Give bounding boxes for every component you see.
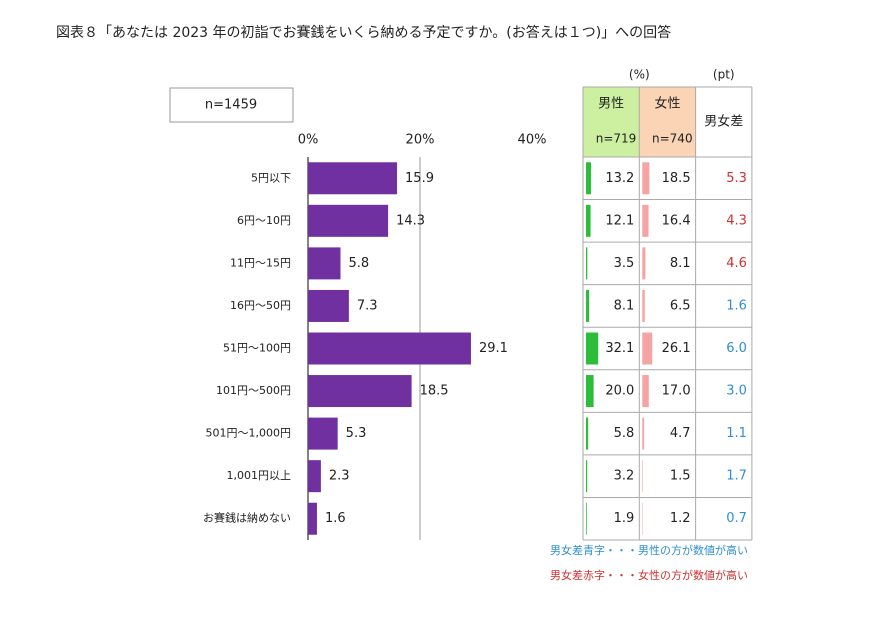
- mini-bar: [642, 418, 644, 450]
- bar: [308, 333, 471, 365]
- column-n: n=719: [596, 132, 637, 146]
- cell-value: 3.2: [614, 469, 635, 484]
- mini-bar: [586, 375, 594, 407]
- category-label: 101円～500円: [216, 384, 291, 397]
- cell-value: 1.5: [670, 469, 691, 484]
- value-label: 29.1: [479, 341, 508, 356]
- cell-value: 13.2: [605, 171, 634, 186]
- note: 男女差青字・・・男性の方が数値が高い: [550, 543, 748, 557]
- mini-bar: [586, 333, 598, 365]
- diff-value: 5.3: [726, 171, 747, 186]
- diff-value: 1.6: [726, 298, 747, 313]
- cell-value: 32.1: [605, 341, 634, 356]
- mini-bar: [586, 290, 589, 322]
- bar: [308, 460, 321, 492]
- value-label: 5.3: [346, 426, 367, 441]
- mini-bar: [586, 247, 587, 279]
- unit-label: (pt): [713, 68, 735, 82]
- diff-value: 0.7: [726, 511, 747, 526]
- mini-bar: [642, 375, 648, 407]
- category-label: 51円～100円: [223, 342, 291, 355]
- mini-bar: [586, 418, 588, 450]
- cell-value: 8.1: [670, 256, 691, 271]
- column-n: n=740: [652, 132, 693, 146]
- mini-bar: [586, 460, 587, 492]
- bar: [308, 503, 317, 535]
- value-label: 18.5: [420, 384, 449, 399]
- mini-bar: [642, 205, 648, 237]
- bar: [308, 375, 412, 407]
- diff-value: 6.0: [726, 341, 747, 356]
- x-tick-label: 0%: [298, 133, 319, 148]
- cell-value: 3.5: [614, 256, 635, 271]
- bar: [308, 162, 397, 194]
- column-header: 女性: [654, 96, 680, 112]
- bar: [308, 247, 340, 279]
- category-label: お賽銭は納めない: [203, 511, 291, 525]
- cell-value: 16.4: [662, 213, 691, 228]
- mini-bar: [586, 205, 591, 237]
- mini-bar: [642, 333, 652, 365]
- chart-title: 図表８「あなたは 2023 年の初詣でお賽銭をいくら納める予定ですか。(お答えは…: [56, 24, 671, 41]
- cell-value: 6.5: [670, 298, 691, 313]
- cell-value: 1.9: [614, 511, 635, 526]
- cell-value: 12.1: [605, 213, 634, 228]
- cell-value: 5.8: [614, 426, 635, 441]
- unit-label: (%): [629, 68, 650, 82]
- cell-value: 4.7: [670, 426, 691, 441]
- value-label: 15.9: [405, 171, 434, 186]
- cell-value: 26.1: [662, 341, 691, 356]
- category-label: 1,001円以上: [227, 469, 292, 482]
- cell-value: 1.2: [670, 511, 691, 526]
- column-header: 男性: [598, 97, 624, 112]
- category-label: 11円～15円: [230, 256, 291, 269]
- column-header: 男女差: [704, 114, 743, 130]
- value-label: 14.3: [396, 213, 425, 228]
- value-label: 7.3: [357, 298, 378, 313]
- diff-value: 1.7: [726, 469, 747, 484]
- mini-bar: [586, 162, 591, 194]
- cell-value: 20.0: [605, 384, 634, 399]
- diff-value: 1.1: [726, 426, 747, 441]
- note: 男女差赤字・・・女性の方が数値が高い: [550, 568, 748, 582]
- category-label: 16円～50円: [230, 299, 291, 312]
- x-tick-label: 40%: [518, 133, 547, 148]
- value-label: 5.8: [348, 256, 369, 271]
- category-label: 6円～10円: [237, 214, 291, 227]
- mini-bar: [642, 460, 643, 492]
- cell-value: 17.0: [662, 384, 691, 399]
- diff-value: 4.6: [726, 256, 747, 271]
- annotation: n=1459: [205, 98, 257, 113]
- mini-bar: [586, 503, 587, 535]
- diff-value: 3.0: [726, 384, 747, 399]
- bar: [308, 418, 338, 450]
- mini-bar: [642, 247, 645, 279]
- cell-value: 18.5: [662, 171, 691, 186]
- category-label: 5円以下: [251, 171, 291, 184]
- bar: [308, 205, 388, 237]
- diff-value: 4.3: [726, 213, 747, 228]
- category-label: 501円～1,000円: [206, 427, 292, 440]
- value-label: 1.6: [325, 511, 346, 526]
- value-label: 2.3: [329, 469, 350, 484]
- cell-value: 8.1: [614, 298, 635, 313]
- x-tick-label: 20%: [406, 133, 435, 148]
- bar: [308, 290, 349, 322]
- mini-bar: [642, 162, 649, 194]
- mini-bar: [642, 290, 644, 322]
